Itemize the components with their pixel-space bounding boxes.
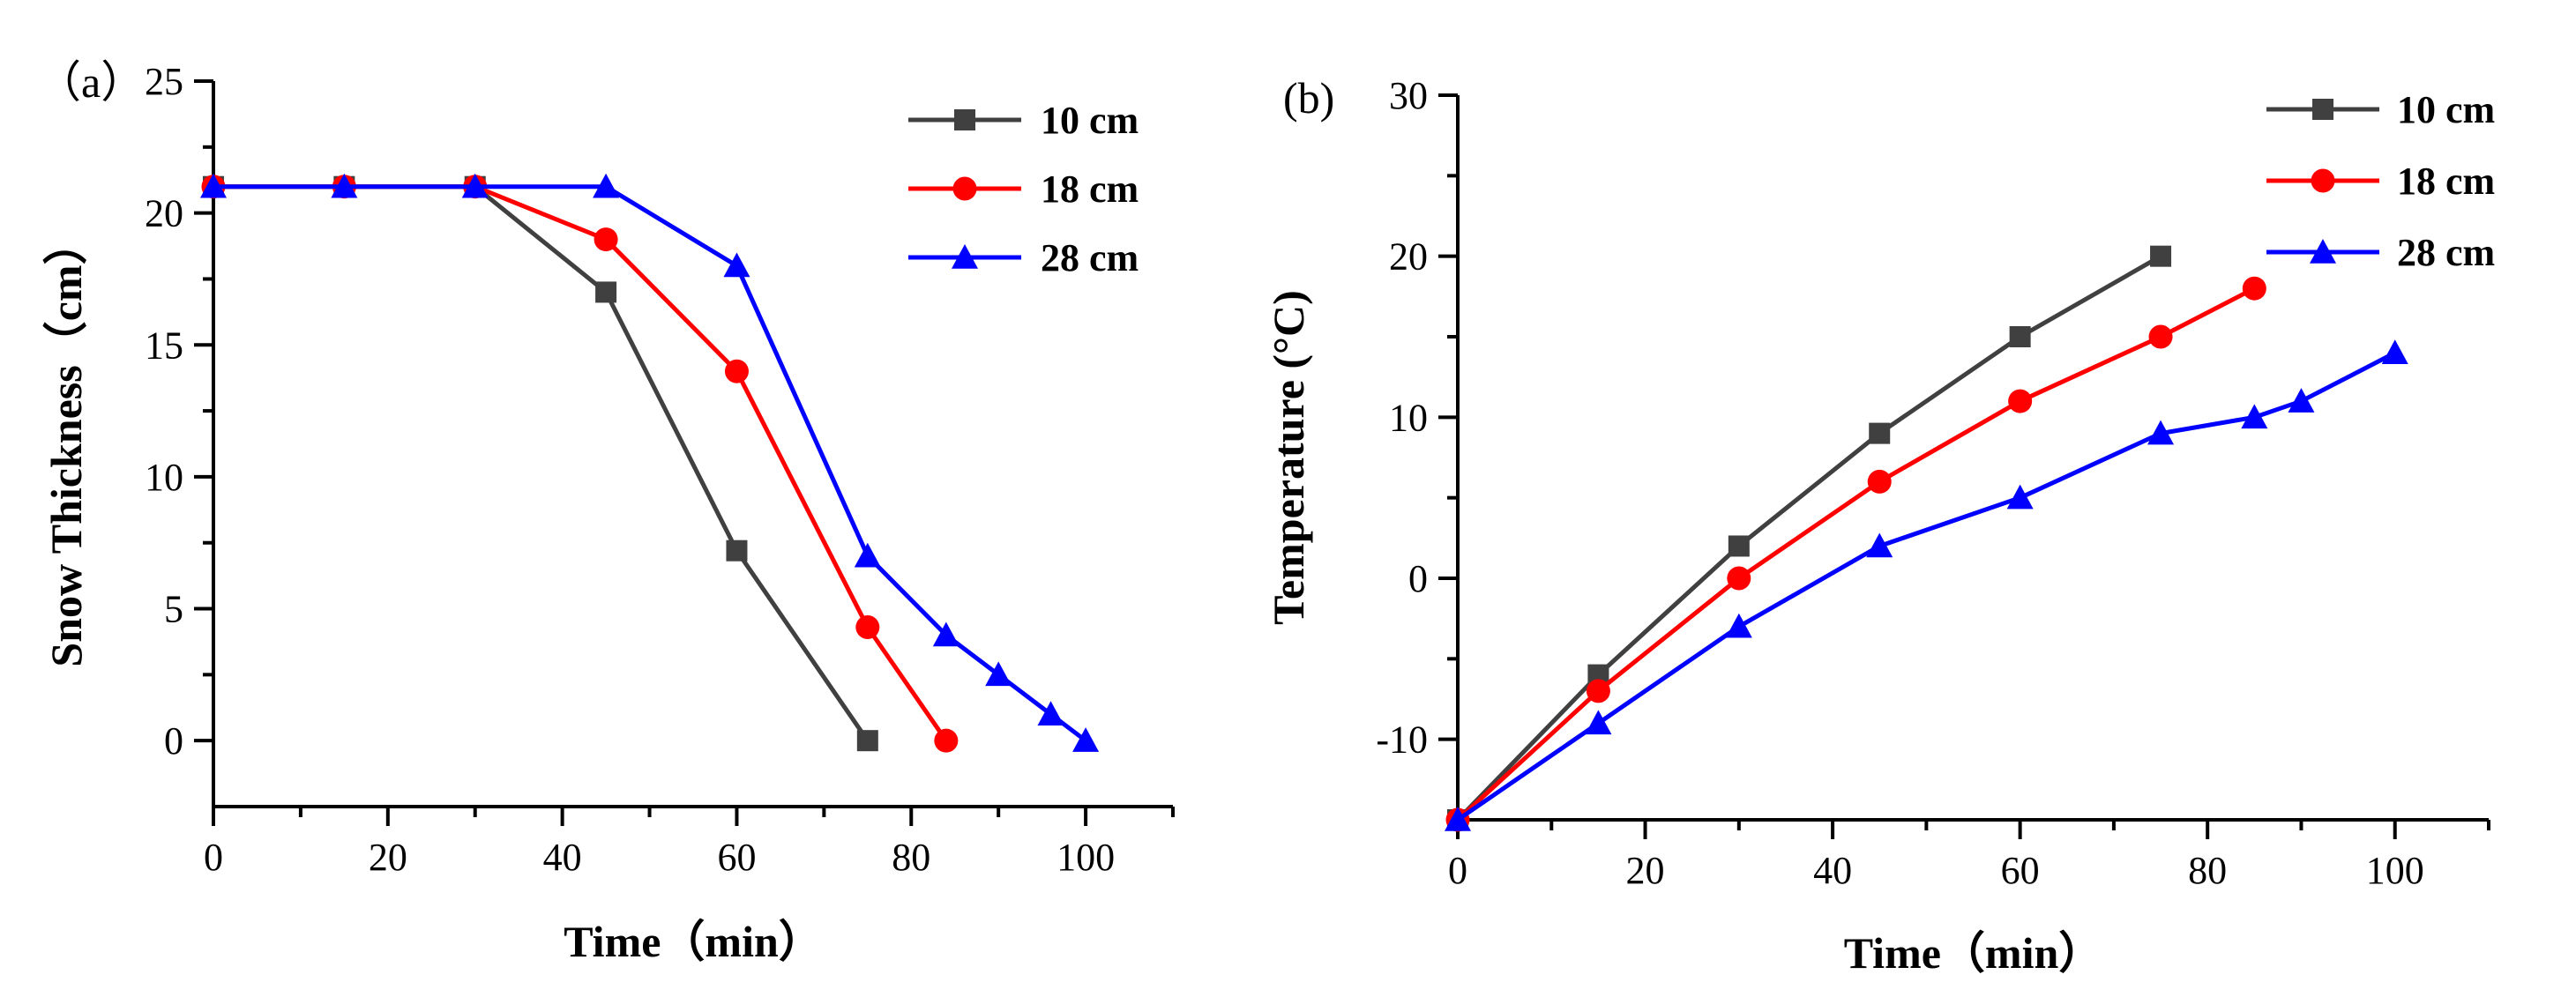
y-tick-label: 0 [1408, 557, 1428, 600]
legend-label: 10 cm [1041, 99, 1139, 142]
x-tick-label: 60 [2001, 849, 2040, 892]
x-tick-label: 60 [717, 836, 756, 879]
x-tick-label: 20 [1626, 849, 1665, 892]
x-tick-label: 40 [543, 836, 582, 879]
data-point-28cm [932, 621, 959, 647]
data-point-10cm [2009, 326, 2031, 347]
data-point-28cm [593, 173, 620, 198]
series-line-10cm [213, 184, 870, 742]
chart-panel-a: 0 20 40 60 80 100 0 5 10 15 20 25 Time（min） Snow Thic… [37, 57, 1175, 966]
data-point-10cm [595, 281, 617, 303]
y-axis-title: Snow Thickness（cm） [41, 220, 91, 666]
x-tick-label: 40 [1813, 849, 1852, 892]
data-point-28cm [461, 173, 489, 198]
y-tick-label: 30 [1389, 74, 1428, 117]
data-point-28cm [723, 252, 750, 278]
data-point-10cm [856, 730, 878, 752]
legend-label: 28 cm [2397, 231, 2495, 274]
legend-label: 28 cm [1041, 236, 1139, 279]
y-tick-label: 20 [145, 192, 183, 235]
data-point-18cm [1867, 469, 1892, 494]
legend-marker [952, 244, 978, 269]
data-point-10cm [2150, 245, 2172, 267]
panel-label: (b) [1283, 73, 1334, 123]
data-point-10cm [1728, 535, 1750, 557]
legend-marker [954, 109, 975, 130]
y-tick-label: 25 [145, 60, 183, 103]
data-point-28cm [2288, 388, 2315, 413]
legend-marker [2311, 168, 2335, 193]
x-tick-label: 20 [369, 836, 407, 879]
series-line-28cm [213, 184, 1087, 743]
x-tick-label: 0 [1448, 849, 1467, 892]
data-point-28cm [2241, 404, 2268, 429]
legend-marker [2310, 239, 2336, 264]
panel-label: （a） [37, 57, 145, 107]
data-point-18cm [724, 359, 749, 383]
chart-panel-b: 0 20 40 60 80 100 -10 0 10 20 30 Time（min） Temperatu… [1264, 73, 2495, 978]
y-tick-label: 15 [145, 324, 183, 367]
data-point-28cm [1445, 807, 1471, 831]
data-point-28cm [1037, 701, 1064, 726]
legend-marker [952, 176, 977, 201]
legend-label: 18 cm [2397, 160, 2495, 203]
x-tick-label: 100 [1057, 836, 1115, 879]
legend-label: 18 cm [1041, 167, 1139, 211]
data-point-18cm [2008, 389, 2033, 413]
data-point-18cm [594, 227, 618, 252]
data-point-28cm [1725, 613, 1752, 638]
data-point-18cm [855, 614, 880, 639]
data-point-18cm [2242, 276, 2266, 301]
x-tick-label: 80 [2188, 849, 2227, 892]
data-point-18cm [1586, 679, 1610, 703]
data-point-28cm [200, 173, 227, 198]
legend-marker [2312, 99, 2333, 120]
data-point-10cm [1869, 422, 1891, 444]
data-point-28cm [331, 173, 358, 198]
y-tick-label: 0 [164, 719, 183, 763]
data-point-28cm [2006, 484, 2034, 510]
data-point-28cm [2147, 420, 2175, 445]
series-line-10cm [1456, 254, 2162, 822]
data-point-28cm [1072, 727, 1100, 752]
y-tick-label: 10 [145, 456, 183, 499]
data-point-18cm [934, 728, 959, 753]
x-tick-label: 100 [2366, 849, 2424, 892]
data-point-28cm [1866, 532, 1893, 558]
data-point-10cm [726, 539, 748, 562]
y-tick-label: -10 [1376, 718, 1428, 762]
x-axis-title: Time（min） [1844, 928, 2103, 978]
y-tick-label: 5 [164, 588, 183, 631]
data-point-18cm [2148, 324, 2173, 349]
data-point-18cm [1727, 566, 1751, 591]
y-tick-label: 20 [1389, 235, 1428, 279]
data-point-28cm [985, 661, 1012, 687]
data-point-28cm [1585, 710, 1612, 735]
x-tick-label: 0 [204, 836, 223, 879]
data-point-28cm [854, 542, 881, 568]
data-point-28cm [2381, 339, 2408, 365]
x-axis-title: Time（min） [564, 917, 823, 966]
legend-label: 10 cm [2397, 88, 2495, 131]
x-tick-label: 80 [892, 836, 930, 879]
y-tick-label: 10 [1389, 396, 1428, 439]
y-axis-title: Temperature (°C) [1264, 290, 1313, 625]
